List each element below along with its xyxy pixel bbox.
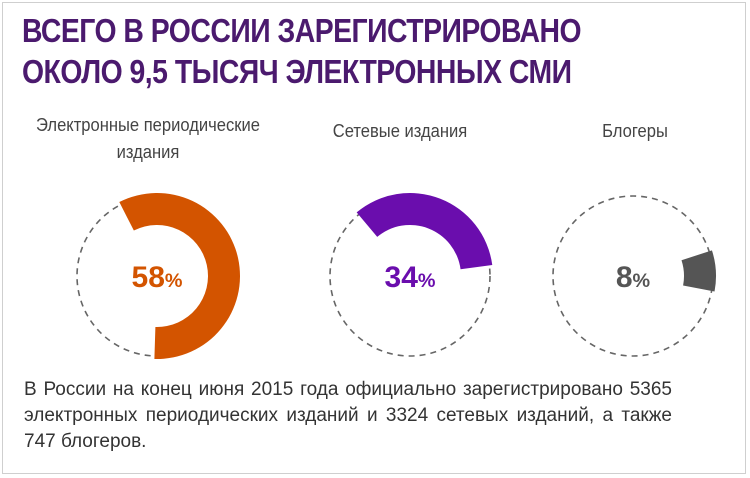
description-text: В России на конец июня 2015 года официал… <box>24 379 672 452</box>
title-line-1: ВСЕГО В РОССИИ ЗАРЕГИСТРИРОВАНО <box>22 12 582 49</box>
title-line-2: ОКОЛО 9,5 ТЫСЯЧ ЭЛЕКТРОННЫХ СМИ <box>22 53 572 90</box>
frame-border <box>2 2 746 474</box>
donut-slice-electronic-periodicals <box>119 193 241 359</box>
value-label-network-media: 34% <box>385 261 436 294</box>
label-line: Блогеры <box>602 121 668 141</box>
label-line: Электронные периодические <box>36 115 260 135</box>
label-network-media: Сетевые издания <box>308 118 492 145</box>
chart-title: ВСЕГО В РОССИИ ЗАРЕГИСТРИРОВАНО ОКОЛО 9,… <box>22 10 641 92</box>
donut-slice-bloggers <box>681 250 716 292</box>
donut-slice-network-media <box>356 193 493 270</box>
value-label-bloggers: 8% <box>616 261 651 294</box>
label-electronic-periodicals: Электронные периодические издания <box>28 112 267 166</box>
label-line: издания <box>116 142 180 162</box>
label-bloggers: Блогеры <box>566 118 704 145</box>
value-label-electronic-periodicals: 58% <box>132 261 183 294</box>
label-line: Сетевые издания <box>332 121 468 141</box>
